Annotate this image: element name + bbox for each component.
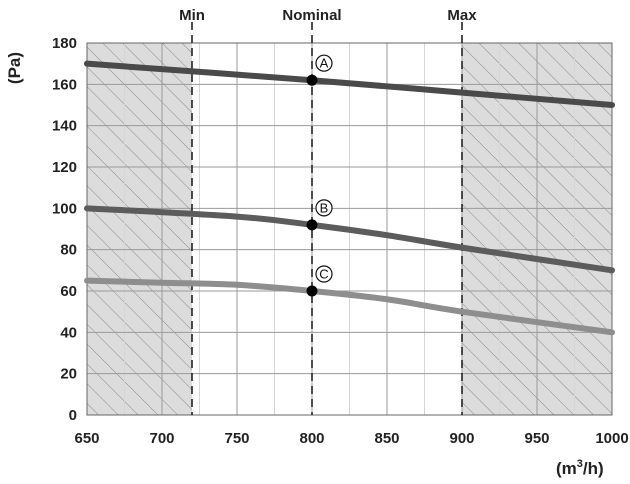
- y-tick-label: 0: [69, 407, 77, 424]
- plot-frame: [86, 42, 613, 416]
- reference-label-max: Max: [447, 7, 477, 24]
- x-tick-label: 650: [74, 430, 99, 447]
- reference-label-nominal: Nominal: [282, 7, 341, 24]
- x-tick-label: 1000: [595, 430, 628, 447]
- x-tick-label: 850: [374, 430, 399, 447]
- y-tick-label: 100: [52, 200, 77, 217]
- x-tick-labels: 650 700 750 800 850 900 950 1000: [74, 430, 628, 447]
- y-tick-label: 120: [52, 159, 77, 176]
- x-tick-label: 750: [224, 430, 249, 447]
- y-axis-label: (Pa): [5, 52, 24, 84]
- hatched-region-1: [87, 43, 192, 415]
- y-tick-label: 60: [60, 283, 77, 300]
- y-tick-label: 160: [52, 76, 77, 93]
- y-tick-labels: 0 20 40 60 80 100 120 140 160 180: [52, 35, 77, 424]
- series-line-b: [84, 205, 615, 274]
- x-tick-label: 800: [299, 430, 324, 447]
- y-tick-label: 40: [60, 324, 77, 341]
- point-marker-label-b: B: [320, 200, 329, 215]
- y-tick-label: 20: [60, 366, 77, 383]
- x-axis-label: (m3/h): [556, 458, 604, 478]
- y-tick-label: 140: [52, 118, 77, 135]
- x-tick-label: 900: [449, 430, 474, 447]
- point-marker-circle-b: [315, 199, 333, 217]
- point-marker-circle-a: [315, 54, 333, 72]
- operating-point-b: [306, 219, 318, 231]
- operating-point-c: [306, 285, 318, 297]
- y-tick-label: 180: [52, 35, 77, 52]
- series-line-c: [84, 277, 615, 336]
- x-tick-label: 950: [524, 430, 549, 447]
- point-marker-label-c: C: [319, 267, 328, 282]
- y-tick-label: 80: [60, 242, 77, 259]
- operating-points: A B C: [306, 54, 333, 297]
- series-lines: [84, 60, 615, 336]
- reference-label-min: Min: [179, 7, 205, 24]
- point-marker-circle-c: [315, 265, 333, 283]
- operating-point-a: [306, 74, 318, 86]
- x-tick-label: 700: [149, 430, 174, 447]
- point-marker-label-a: A: [320, 56, 329, 71]
- series-line-a: [84, 60, 615, 108]
- reference-lines: Min Nominal Max: [179, 7, 477, 415]
